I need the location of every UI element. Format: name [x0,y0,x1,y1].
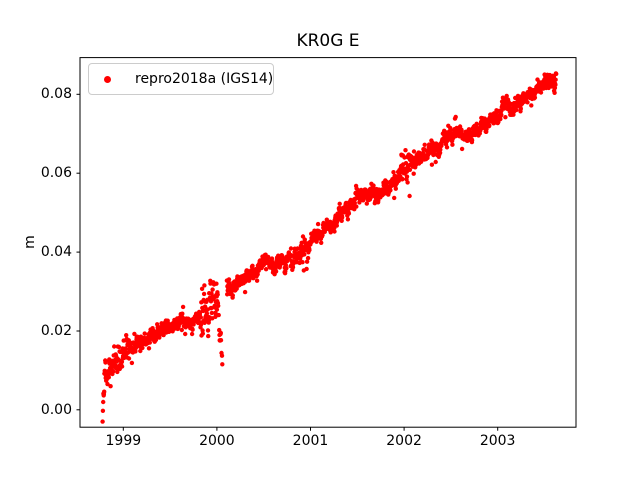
chart-title: KR0G E [296,31,360,51]
legend-label: repro2018a (IGS14) [135,71,274,87]
x-tick-label: 2002 [386,433,422,449]
x-tick-label: 2000 [199,433,235,449]
scatter-series [100,71,559,424]
x-tick-label: 2003 [479,433,516,449]
plot-frame [79,57,577,428]
y-tick-label: 0.04 [40,244,72,261]
y-tick-label: 0.00 [40,401,72,418]
y-tick-label: 0.06 [40,165,72,182]
y-tick-label: 0.08 [40,86,72,103]
y-tick-label: 0.02 [40,322,72,339]
x-tick-label: 1999 [105,433,142,449]
x-tick-label: 2001 [292,433,329,449]
axis-ticks [76,93,499,431]
legend-marker-icon [104,75,111,83]
legend: repro2018a (IGS14) [88,63,274,95]
